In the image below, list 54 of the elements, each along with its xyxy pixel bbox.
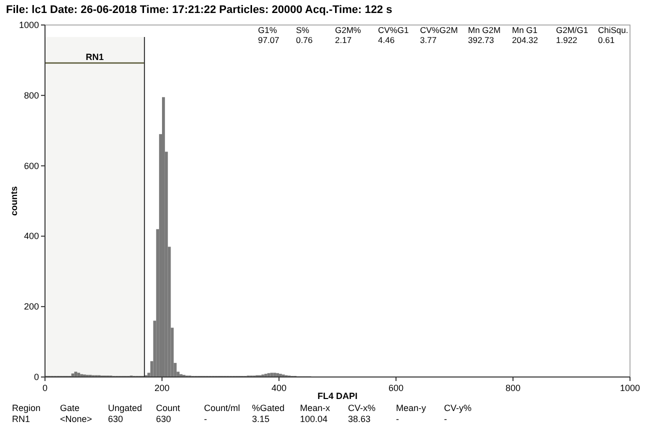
chart-title: File: lc1 Date: 26-06-2018 Time: 17:21:22 Particles: 20000 Acq.-Time: 122 s xyxy=(6,4,392,16)
annotation: G2M% xyxy=(335,25,362,35)
y-tick-label: 400 xyxy=(24,231,39,242)
annotation: G2M/G1 xyxy=(556,25,588,35)
text: Mean-y xyxy=(396,403,427,413)
x-tick-label: 1000 xyxy=(620,383,640,393)
text: <None> xyxy=(60,414,92,424)
text: Gate xyxy=(60,403,80,413)
text: - xyxy=(204,414,207,424)
annotation: Mn G1 xyxy=(512,25,538,35)
text: Count xyxy=(156,403,181,413)
y-tick-label: 200 xyxy=(24,302,39,312)
text: Ungated xyxy=(108,403,142,413)
annotation: 1.922 xyxy=(556,35,578,45)
annotation: Mn G2M xyxy=(468,25,501,35)
annotation: 204.32 xyxy=(512,35,538,45)
annotation: CV%G2M xyxy=(420,25,458,35)
text: %Gated xyxy=(252,403,285,413)
y-tick-label: 0 xyxy=(34,372,39,382)
x-tick-label: 200 xyxy=(154,383,170,393)
text: RN1 xyxy=(12,414,30,424)
band-label: RN1 xyxy=(86,52,104,62)
text: - xyxy=(396,414,399,424)
text: 630 xyxy=(156,414,172,424)
x-tick-label: 400 xyxy=(271,383,287,393)
annotation: 0.61 xyxy=(598,35,615,45)
x-axis-title: FL4 DAPI xyxy=(317,391,358,401)
text: Mean-x xyxy=(300,403,331,413)
y-tick-label: 1000 xyxy=(18,20,39,30)
text: 630 xyxy=(108,414,124,424)
y-tick-label: 600 xyxy=(24,160,39,171)
text: 38.63 xyxy=(348,414,371,424)
annotation: 3.77 xyxy=(420,35,437,45)
text: Count/ml xyxy=(204,403,240,413)
annotation: S% xyxy=(296,25,310,35)
x-tick-label: 0 xyxy=(42,383,48,393)
annotation: 0.76 xyxy=(296,35,313,45)
y-tick-label: 800 xyxy=(24,90,39,100)
text: Region xyxy=(12,403,41,413)
text: 3.15 xyxy=(252,414,270,424)
text: 100.04 xyxy=(300,414,328,424)
y-axis-title: counts xyxy=(9,186,19,216)
x-tick-label: 800 xyxy=(505,383,521,393)
text: CV-x% xyxy=(348,403,376,413)
annotation: 2.17 xyxy=(335,35,352,45)
annotation: 392.73 xyxy=(468,35,494,45)
annotation: G1% xyxy=(258,25,278,35)
text: CV-y% xyxy=(444,403,472,413)
annotation: 4.46 xyxy=(378,35,395,45)
annotation: ChiSqu. xyxy=(598,25,628,35)
annotation: 97.07 xyxy=(258,35,280,45)
text: - xyxy=(444,414,447,424)
x-tick-label: 600 xyxy=(388,383,404,393)
annotation: CV%G1 xyxy=(378,25,409,35)
